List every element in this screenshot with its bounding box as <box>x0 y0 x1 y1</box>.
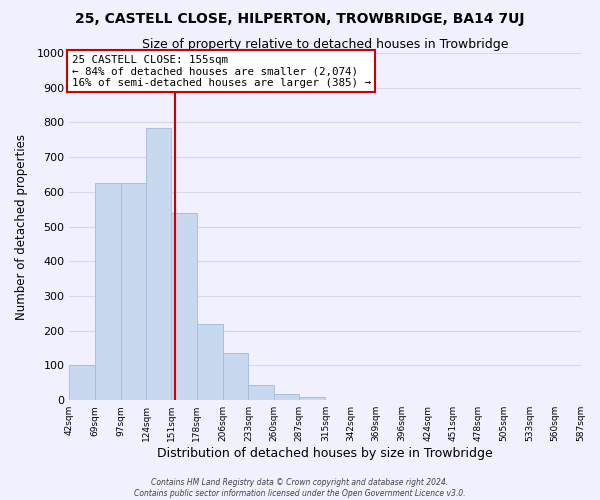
Text: 25, CASTELL CLOSE, HILPERTON, TROWBRIDGE, BA14 7UJ: 25, CASTELL CLOSE, HILPERTON, TROWBRIDGE… <box>75 12 525 26</box>
Bar <box>223 354 248 400</box>
X-axis label: Distribution of detached houses by size in Trowbridge: Distribution of detached houses by size … <box>157 447 493 460</box>
Bar <box>95 183 121 400</box>
Bar <box>299 398 325 400</box>
Bar <box>248 384 274 400</box>
Text: Contains HM Land Registry data © Crown copyright and database right 2024.
Contai: Contains HM Land Registry data © Crown c… <box>134 478 466 498</box>
Y-axis label: Number of detached properties: Number of detached properties <box>15 134 28 320</box>
Bar <box>146 128 172 400</box>
Bar <box>69 366 95 400</box>
Bar <box>197 324 223 400</box>
Title: Size of property relative to detached houses in Trowbridge: Size of property relative to detached ho… <box>142 38 508 51</box>
Bar <box>121 183 146 400</box>
Bar <box>274 394 299 400</box>
Bar <box>172 212 197 400</box>
Text: 25 CASTELL CLOSE: 155sqm
← 84% of detached houses are smaller (2,074)
16% of sem: 25 CASTELL CLOSE: 155sqm ← 84% of detach… <box>72 55 371 88</box>
